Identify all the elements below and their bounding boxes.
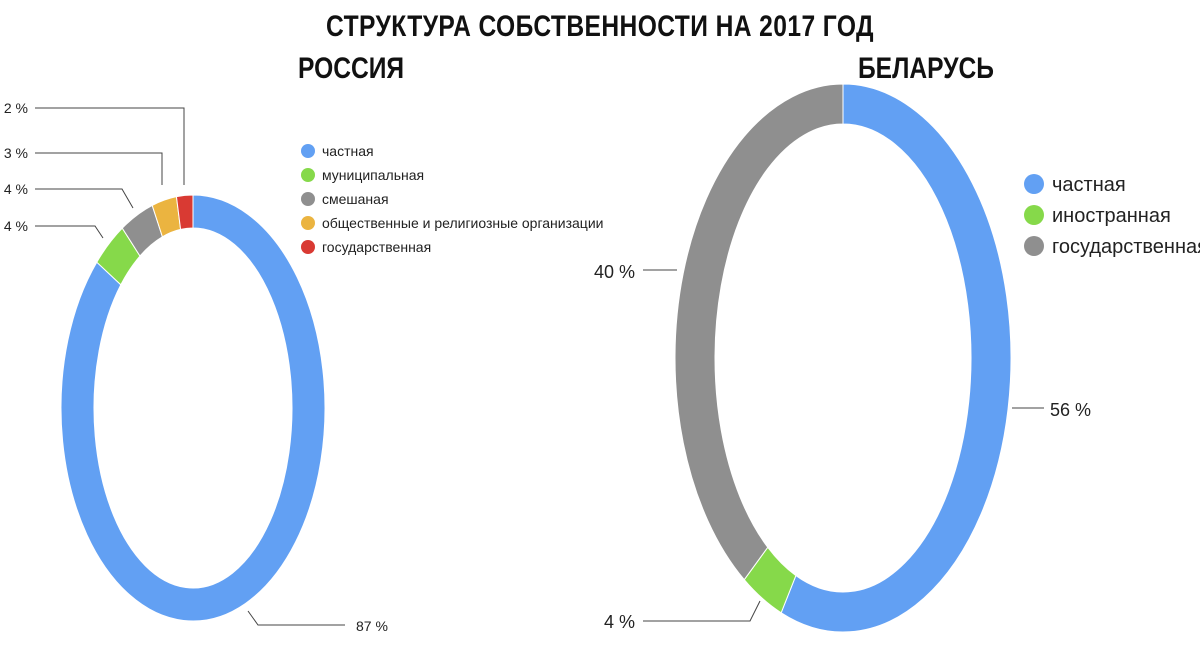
legend-marker-0-0 [301, 144, 315, 158]
legend-label-0-4: государственная [322, 239, 431, 255]
leader-line-0-4 [35, 107, 185, 185]
data-label-1-1: 4 % [604, 612, 635, 632]
legend-label-1-1: иностранная [1052, 205, 1171, 227]
data-label-0-0: 87 % [356, 618, 388, 634]
data-label-0-3: 3 % [4, 145, 28, 161]
legend-marker-1-0 [1024, 174, 1044, 194]
legend-label-1-2: государственная [1052, 236, 1200, 258]
legend-marker-0-2 [301, 192, 315, 206]
legend-marker-0-4 [301, 240, 315, 254]
belarus-chart-title: БЕЛАРУСЬ [858, 52, 994, 85]
leader-line-0-0 [247, 610, 345, 626]
donut-slice-0-4 [175, 194, 194, 231]
leader-line-1-1 [643, 600, 761, 622]
legend-label-0-3: общественные и религиозные организации [322, 215, 603, 231]
legend-marker-1-1 [1024, 205, 1044, 225]
data-label-0-1: 4 % [4, 218, 28, 234]
legend-label-0-1: муниципальная [322, 167, 424, 183]
main-title: СТРУКТУРА СОБСТВЕННОСТИ НА 2017 ГОД [326, 10, 874, 43]
leader-line-0-3 [35, 152, 163, 185]
donut-slice-0-0 [60, 194, 326, 622]
legend-marker-1-2 [1024, 236, 1044, 256]
russia-chart-title: РОССИЯ [298, 52, 405, 85]
legend-label-0-2: смешаная [322, 191, 389, 207]
data-label-1-0: 56 % [1050, 400, 1091, 420]
donut-slice-1-2 [674, 83, 844, 581]
donut-slice-1-0 [780, 83, 1012, 633]
leader-line-0-2 [35, 188, 134, 209]
leader-line-0-1 [35, 225, 104, 239]
data-label-1-2: 40 % [594, 262, 635, 282]
legend-label-1-0: частная [1052, 174, 1126, 196]
legend-label-0-0: частная [322, 143, 374, 159]
data-label-0-2: 4 % [4, 181, 28, 197]
legend-marker-0-1 [301, 168, 315, 182]
legend-marker-0-3 [301, 216, 315, 230]
data-label-0-4: 2 % [4, 100, 28, 116]
